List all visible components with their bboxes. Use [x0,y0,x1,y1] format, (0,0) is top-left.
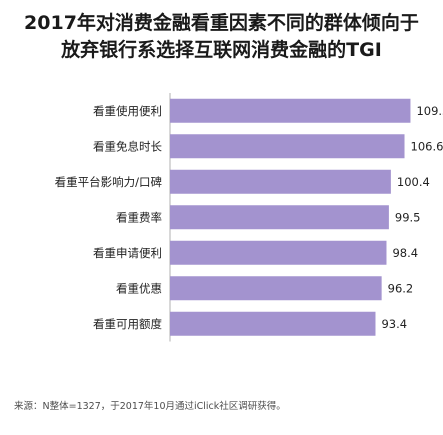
category-label: 看重申请便利 [93,246,162,260]
category-label: 看重可用额度 [93,317,162,331]
bar [170,241,386,265]
value-label: 99.5 [395,210,421,224]
category-label: 看重免息时长 [93,139,162,153]
value-label: 93.4 [381,317,407,331]
value-label: 106.6 [411,139,443,153]
value-label: 100.4 [397,175,430,189]
bar [170,276,382,300]
bar [170,99,410,123]
category-label: 看重平台影响力/口碑 [55,175,163,189]
value-label: 109.3 [416,104,443,118]
category-label: 看重优惠 [116,281,162,295]
source-note: 来源：N整体=1327，于2017年10月通过iClick社区调研获得。 [14,398,286,412]
bar [170,134,405,158]
value-label: 96.2 [388,281,414,295]
category-label: 看重费率 [116,210,162,224]
bar [170,205,389,229]
category-label: 看重使用便利 [93,104,162,118]
bar [170,312,375,336]
bar [170,170,391,194]
value-label: 98.4 [392,246,418,260]
